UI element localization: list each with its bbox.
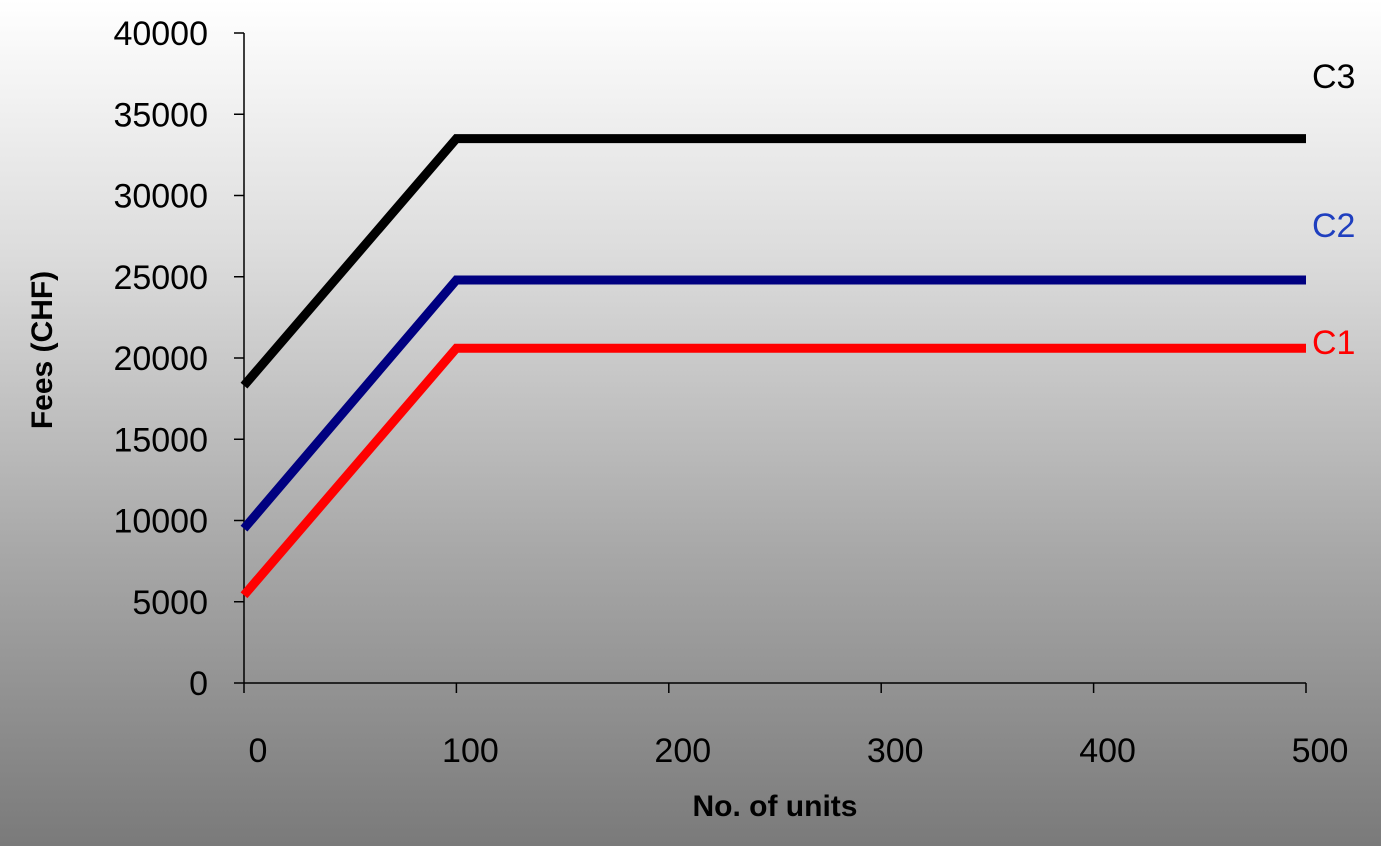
series-line-c1	[240, 343, 1306, 599]
y-tick-label: 20000	[113, 340, 208, 378]
y-tick-label: 0	[189, 665, 208, 703]
x-tick-label: 0	[249, 732, 268, 770]
x-tick-label: 100	[442, 732, 499, 770]
y-tick-label: 10000	[113, 503, 208, 541]
y-tick-label: 15000	[113, 421, 208, 459]
series-label-c1: C1	[1312, 324, 1355, 362]
series-label-c3: C3	[1312, 58, 1355, 96]
x-tick-label: 400	[1079, 732, 1136, 770]
x-tick-label: 200	[654, 732, 711, 770]
axis-ticks: 0500010000150002000025000300003500040000…	[113, 15, 1348, 770]
y-tick-label: 5000	[132, 584, 208, 622]
series-labels: C1 C2 C3	[1312, 58, 1355, 362]
chart-axes	[243, 33, 1306, 684]
y-tick-label: 35000	[113, 96, 208, 134]
series-line-c2	[240, 275, 1306, 532]
x-axis-title: No. of units	[693, 790, 858, 823]
x-tick-label: 300	[867, 732, 924, 770]
y-tick-label: 30000	[113, 178, 208, 216]
y-axis-title: Fees (CHF)	[26, 271, 59, 429]
y-tick-label: 40000	[113, 15, 208, 53]
x-tick-label: 500	[1292, 732, 1349, 770]
series-line-c3	[240, 134, 1306, 389]
series-label-c2: C2	[1312, 207, 1355, 245]
series-lines	[240, 134, 1306, 599]
y-tick-label: 25000	[113, 259, 208, 297]
